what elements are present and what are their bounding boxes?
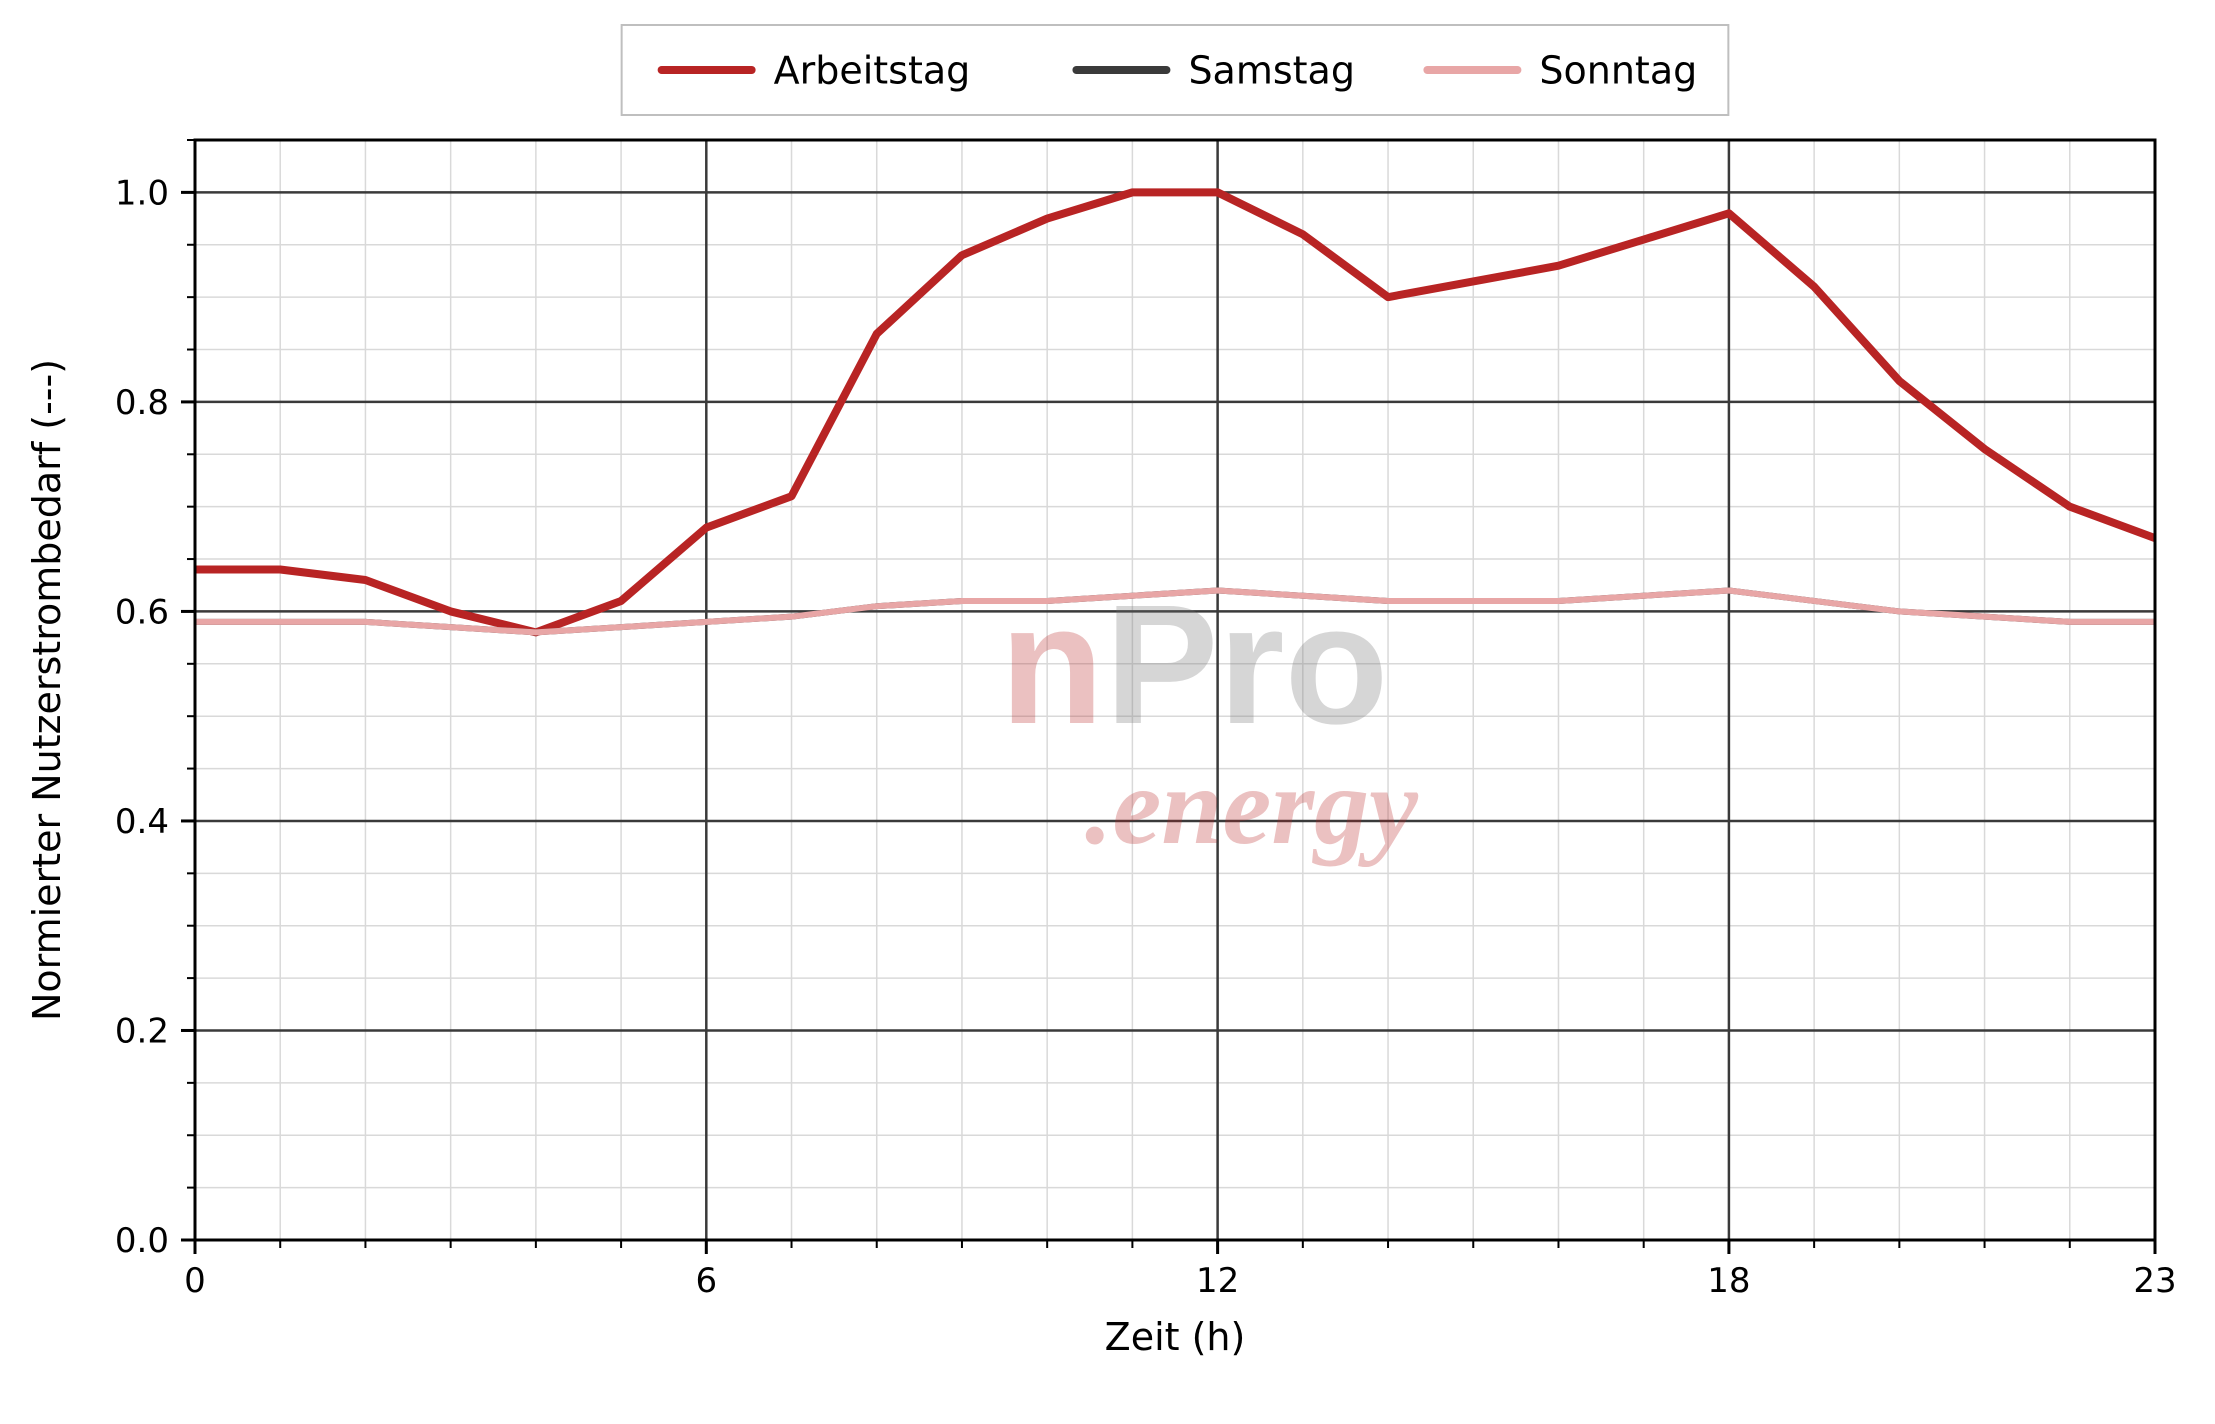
- y-tick-label: 0.2: [115, 1011, 169, 1051]
- x-axis-label: Zeit (h): [1105, 1315, 1246, 1359]
- y-tick-label: 1.0: [115, 173, 169, 213]
- y-tick-label: 0.4: [115, 802, 169, 842]
- y-tick-label: 0.6: [115, 592, 169, 632]
- y-tick-label: 0.0: [115, 1221, 169, 1261]
- x-tick-label: 23: [2133, 1261, 2176, 1301]
- x-tick-label: 12: [1196, 1261, 1239, 1301]
- legend-label: Arbeitstag: [774, 48, 971, 92]
- svg-text:.energy: .energy: [1085, 745, 1419, 867]
- y-axis-label: Normierter Nutzerstrombedarf (---): [25, 359, 69, 1021]
- x-tick-label: 0: [184, 1261, 206, 1301]
- legend-label: Samstag: [1188, 48, 1355, 92]
- chart-container: nPro.energy061218230.00.20.40.60.81.0Zei…: [0, 0, 2215, 1424]
- x-tick-label: 18: [1707, 1261, 1750, 1301]
- x-tick-label: 6: [695, 1261, 717, 1301]
- line-chart-svg: nPro.energy061218230.00.20.40.60.81.0Zei…: [0, 0, 2215, 1424]
- legend: Arbeitstag Samstag Sonntag: [622, 25, 1729, 115]
- legend-label: Sonntag: [1539, 48, 1697, 92]
- y-tick-label: 0.8: [115, 383, 169, 423]
